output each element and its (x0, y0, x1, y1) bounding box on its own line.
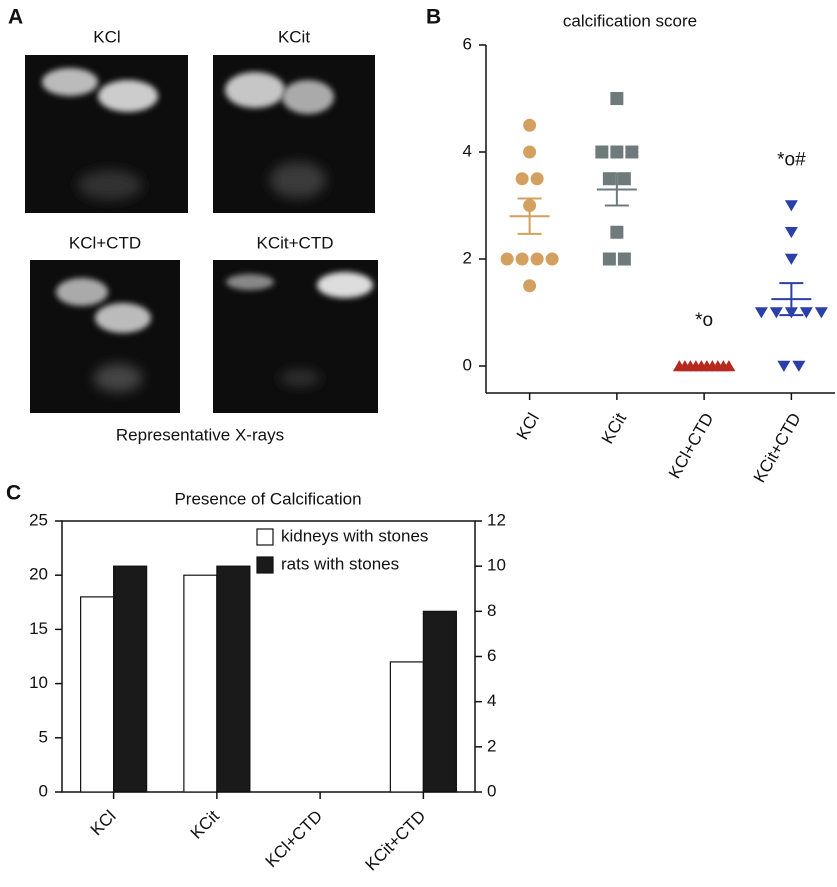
data-point (515, 172, 529, 186)
bar (183, 574, 218, 793)
data-point (784, 200, 798, 212)
chart-title: calcification score (563, 11, 697, 30)
data-point (610, 225, 624, 239)
y-tick-label: 25 (29, 510, 48, 529)
y2-tick-label: 12 (487, 510, 506, 529)
y2-tick-label: 10 (487, 556, 506, 575)
x-tick-label: KCl+CTD (262, 807, 327, 872)
y-tick-label: 4 (463, 141, 472, 160)
data-point (625, 145, 639, 159)
data-point (799, 307, 813, 319)
caption: Representative X-rays (116, 425, 284, 444)
xray-image (30, 260, 180, 413)
image-label: KCit+CTD (257, 233, 334, 252)
data-point (792, 360, 806, 372)
data-point (610, 92, 624, 105)
data-point (530, 252, 544, 266)
legend-swatch (256, 556, 274, 574)
xray-image (25, 55, 188, 213)
bar (422, 610, 457, 793)
data-point (530, 172, 544, 186)
error-bar (604, 172, 629, 207)
y-tick-label: 6 (463, 34, 472, 53)
data-point (602, 172, 616, 186)
data-point (515, 252, 529, 266)
data-point (595, 145, 609, 159)
xray-panel: KCl KCit KCl+CTD KCit+CTD Representative… (25, 27, 378, 444)
y2-tick-label: 4 (487, 691, 496, 710)
y2-tick-label: 0 (487, 781, 496, 800)
x-tick-label: KCit+CTD (362, 807, 430, 875)
dot-plot: 0 2 4 6 KCl KCit KCl+CTD KCit+CTD *o *o# (463, 34, 835, 486)
data-point (602, 252, 616, 266)
data-point (617, 252, 631, 266)
legend-label: kidneys with stones (281, 526, 428, 545)
y-tick-label: 0 (463, 355, 472, 374)
data-point (545, 252, 559, 266)
x-tick-label: KCit (598, 410, 631, 448)
bar (389, 661, 424, 793)
error-bar (517, 197, 542, 235)
panel-letter: A (8, 6, 23, 29)
image-label: KCl+CTD (69, 233, 141, 252)
data-point (784, 227, 798, 239)
data-point (610, 145, 624, 159)
data-point (523, 279, 537, 293)
bar-chart: 0 5 10 15 20 25 0 2 4 6 8 10 12 KCl KCit KCl+CTD KCit+CT… (29, 510, 506, 874)
y-tick-label: 15 (29, 619, 48, 638)
annotation: *o (695, 310, 713, 331)
x-tick-label: KCl+CTD (665, 410, 718, 482)
x-tick-label: KCl (87, 807, 120, 840)
y2-tick-label: 6 (487, 646, 496, 665)
bar (80, 596, 115, 793)
bar (216, 565, 251, 793)
legend-label: rats with stones (281, 554, 399, 573)
y2-tick-label: 2 (487, 736, 496, 755)
data-point (777, 360, 791, 372)
y-tick-label: 0 (39, 781, 48, 800)
data-point (814, 307, 828, 319)
y-tick-label: 5 (39, 727, 48, 746)
data-point (500, 252, 514, 266)
data-point (769, 307, 783, 319)
xray-image (213, 260, 378, 413)
y-tick-label: 2 (463, 248, 472, 267)
x-tick-label: KCit (187, 806, 223, 842)
x-tick-label: KCit+CTD (750, 410, 805, 486)
error-bar (779, 282, 804, 317)
chart-title: Presence of Calcification (174, 489, 361, 508)
data-point (754, 307, 768, 319)
bar (113, 565, 148, 793)
panel-letter: B (426, 6, 441, 29)
annotation: *o# (777, 150, 806, 171)
x-tick-label: KCl (513, 410, 543, 443)
image-label: KCl (93, 27, 120, 46)
data-point (784, 253, 798, 265)
legend-swatch (256, 528, 274, 546)
data-point (523, 145, 537, 159)
y-tick-label: 10 (29, 673, 48, 692)
data-point (617, 172, 631, 186)
image-label: KCit (278, 27, 310, 46)
xray-image (213, 55, 375, 213)
y2-tick-label: 8 (487, 601, 496, 620)
y-tick-label: 20 (29, 565, 48, 584)
data-point (523, 118, 537, 132)
panel-letter: C (6, 482, 21, 505)
data-point (722, 360, 736, 372)
